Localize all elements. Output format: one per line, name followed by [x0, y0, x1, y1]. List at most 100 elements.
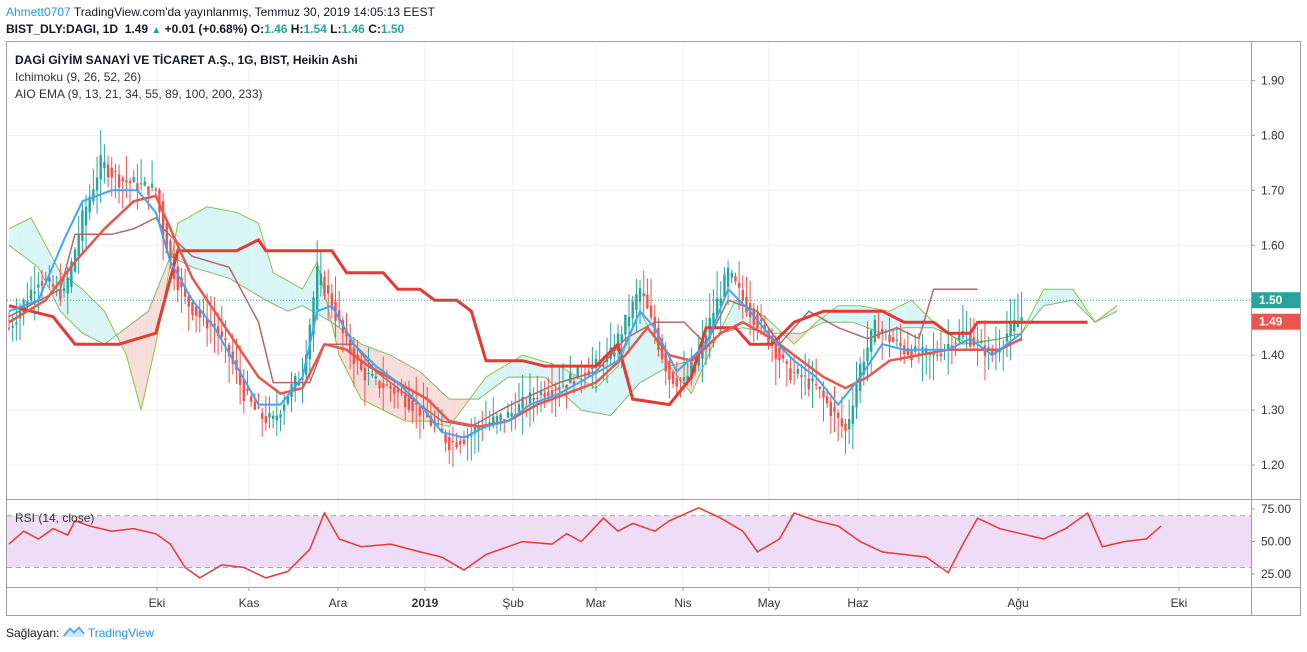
candle-body: [613, 352, 616, 357]
ichimoku-cloud-segment: [97, 303, 101, 343]
candle-body: [396, 389, 400, 393]
up-arrow-icon: ▲: [151, 25, 162, 36]
candle-body: [1009, 321, 1012, 336]
ichimoku-cloud-segment: [232, 211, 237, 283]
ichimoku-cloud-segment: [111, 325, 116, 339]
rsi-legend[interactable]: RSI (14, close): [15, 511, 95, 525]
ichimoku-cloud-segment: [185, 217, 189, 266]
candle-body: [539, 390, 543, 395]
ichimoku-cloud-segment: [896, 305, 901, 330]
time-tick-label: Ağu: [1007, 596, 1028, 610]
ichimoku-cloud-segment: [221, 209, 226, 278]
close-price-badge-label: 1.49: [1259, 315, 1283, 329]
provider-brand[interactable]: TradingView: [87, 626, 154, 640]
ichimoku-cloud-segment: [251, 219, 255, 294]
ichimoku-cloud-segment: [500, 366, 505, 383]
candle-body: [664, 349, 667, 372]
price-tick-label: 1.60: [1261, 238, 1285, 252]
candle-body: [382, 383, 385, 388]
candle-body: [594, 358, 598, 369]
ichimoku-cloud-segment: [93, 300, 98, 341]
ichimoku-cloud-segment: [1047, 289, 1051, 305]
candle-body: [459, 441, 462, 445]
ichimoku-cloud-segment: [482, 377, 486, 397]
ichimoku-cloud-segment: [797, 333, 802, 341]
candle-body: [759, 319, 763, 322]
last-price-badge: [1252, 292, 1300, 309]
ichimoku-cloud-segment: [522, 355, 527, 378]
candle-body: [1013, 319, 1016, 332]
candle-body: [37, 284, 40, 288]
candle-body: [818, 386, 822, 390]
candle-body: [33, 291, 36, 294]
ichimoku-cloud-segment: [412, 367, 417, 422]
candle-body: [1016, 320, 1020, 327]
candle-body: [220, 331, 223, 337]
candle-body: [506, 411, 510, 418]
ichimoku-cloud-segment: [1036, 296, 1040, 315]
ichimoku-cloud-segment: [104, 311, 109, 345]
candle-body: [730, 272, 733, 278]
candle-body: [715, 298, 719, 317]
candle-body: [128, 180, 132, 184]
candle-body: [161, 201, 165, 239]
ichimoku-cloud-segment: [1065, 289, 1070, 302]
ichimoku-cloud-segment: [1043, 289, 1048, 306]
time-tick-label: 2019: [412, 596, 439, 610]
ichimoku-cloud-segment: [361, 344, 365, 401]
candle-body: [811, 378, 814, 382]
ichimoku-cloud-segment: [489, 372, 494, 391]
time-tick-label: Eki: [1171, 596, 1188, 610]
ichimoku-cloud-segment: [577, 377, 582, 411]
candle-body: [77, 234, 80, 257]
ichimoku-cloud-segment: [188, 215, 193, 268]
candle-body: [393, 387, 396, 395]
candle-body: [869, 330, 873, 352]
ichimoku-cloud-segment: [379, 351, 384, 411]
candle-body: [448, 436, 451, 451]
ichimoku-cloud-segment: [225, 210, 230, 279]
candle-body: [224, 337, 227, 341]
ichimoku-legend[interactable]: Ichimoku (9, 26, 52, 26): [15, 70, 142, 84]
candle-body: [969, 334, 972, 347]
ichimoku-cloud-segment: [460, 399, 464, 412]
time-tick-label: Haz: [847, 596, 868, 610]
candle-body: [947, 343, 950, 349]
candle-body: [547, 391, 550, 397]
candle-body: [980, 340, 983, 343]
candle-body: [349, 339, 352, 354]
candle-body: [888, 334, 891, 343]
ichimoku-cloud-segment: [284, 278, 288, 312]
candle-body: [154, 188, 157, 191]
ichimoku-cloud-segment: [130, 322, 134, 383]
author-name[interactable]: Ahmett0707: [6, 5, 71, 19]
candle-body: [444, 432, 447, 444]
last-price-badge-label: 1.50: [1259, 293, 1283, 307]
ichimoku-cloud-segment: [243, 216, 248, 290]
ichimoku-cloud-segment: [643, 318, 648, 381]
ema-legend[interactable]: AIO EMA (9, 13, 21, 34, 55, 89, 100, 200…: [15, 87, 263, 101]
candle-body: [103, 162, 106, 169]
time-tick-label: Kas: [239, 596, 260, 610]
ichimoku-cloud-segment: [287, 281, 292, 312]
ichimoku-cloud-segment: [214, 208, 219, 275]
ichimoku-cloud-segment: [647, 324, 652, 379]
candle-body: [389, 386, 392, 389]
high-label: H:: [290, 22, 304, 36]
chart-frame[interactable]: [6, 41, 1301, 616]
last-price: 1.49: [124, 22, 149, 36]
ichimoku-cloud-segment: [82, 289, 86, 335]
candle-body: [477, 427, 480, 431]
ichimoku-cloud-segment: [878, 309, 883, 334]
candle-body: [825, 396, 829, 404]
time-tick-label: Nis: [674, 596, 691, 610]
candle-body: [778, 347, 781, 361]
candle-body: [976, 340, 979, 342]
candle-body: [40, 281, 44, 286]
price-change: +0.01 (+0.68%): [164, 22, 248, 36]
ichimoku-cloud-segment: [298, 287, 303, 308]
candle-body: [279, 414, 282, 418]
candle-body: [653, 316, 656, 334]
candle-body: [404, 394, 407, 408]
